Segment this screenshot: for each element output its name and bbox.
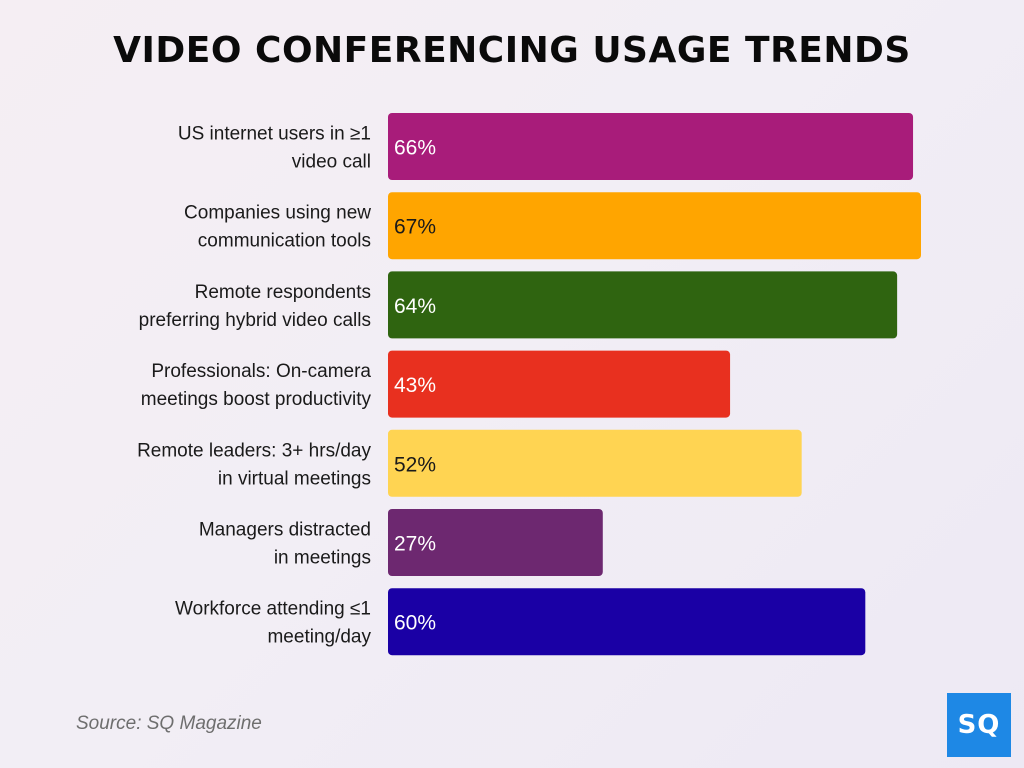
chart-title: VIDEO CONFERENCING USAGE TRENDS	[113, 30, 911, 71]
bar-3	[388, 271, 898, 339]
bar-5	[388, 429, 802, 497]
bar-value-label-4: 43%	[394, 374, 436, 397]
category-label-5-line-2: in virtual meetings	[218, 468, 371, 489]
category-label-1-line-2: video call	[292, 152, 371, 173]
source-note: Source: SQ Magazine	[76, 713, 262, 734]
bar-value-label-5: 52%	[394, 453, 436, 476]
category-label-5-line-1: Remote leaders: 3+ hrs/day	[137, 440, 371, 461]
sq-logo: SQ	[947, 693, 1011, 757]
bar-4	[388, 350, 731, 418]
bar-1	[388, 113, 914, 180]
category-label-7-line-1: Workforce attending ≤1	[175, 599, 371, 620]
bar-2	[388, 192, 921, 260]
category-label-3-line-2: preferring hybrid video calls	[139, 310, 371, 331]
category-label-2-line-1: Companies using new	[184, 203, 371, 224]
logo-text: SQ	[957, 710, 1001, 740]
bar-value-label-1: 66%	[394, 137, 436, 160]
bar-6	[388, 509, 603, 576]
bar-value-label-2: 67%	[394, 216, 436, 239]
category-label-6-line-1: Managers distracted	[199, 520, 371, 541]
bar-value-label-6: 27%	[394, 533, 436, 556]
category-label-3-line-1: Remote respondents	[195, 282, 371, 303]
category-label-2-line-2: communication tools	[198, 231, 371, 252]
bar-7	[388, 588, 866, 656]
category-label-4-line-2: meetings boost productivity	[141, 389, 372, 410]
bar-value-label-7: 60%	[394, 612, 436, 635]
category-label-4-line-1: Professionals: On-camera	[151, 361, 371, 382]
category-label-6-line-2: in meetings	[274, 548, 371, 569]
category-label-1-line-1: US internet users in ≥1	[178, 124, 371, 145]
category-label-7-line-2: meeting/day	[267, 627, 371, 648]
bar-value-label-3: 64%	[394, 295, 436, 318]
